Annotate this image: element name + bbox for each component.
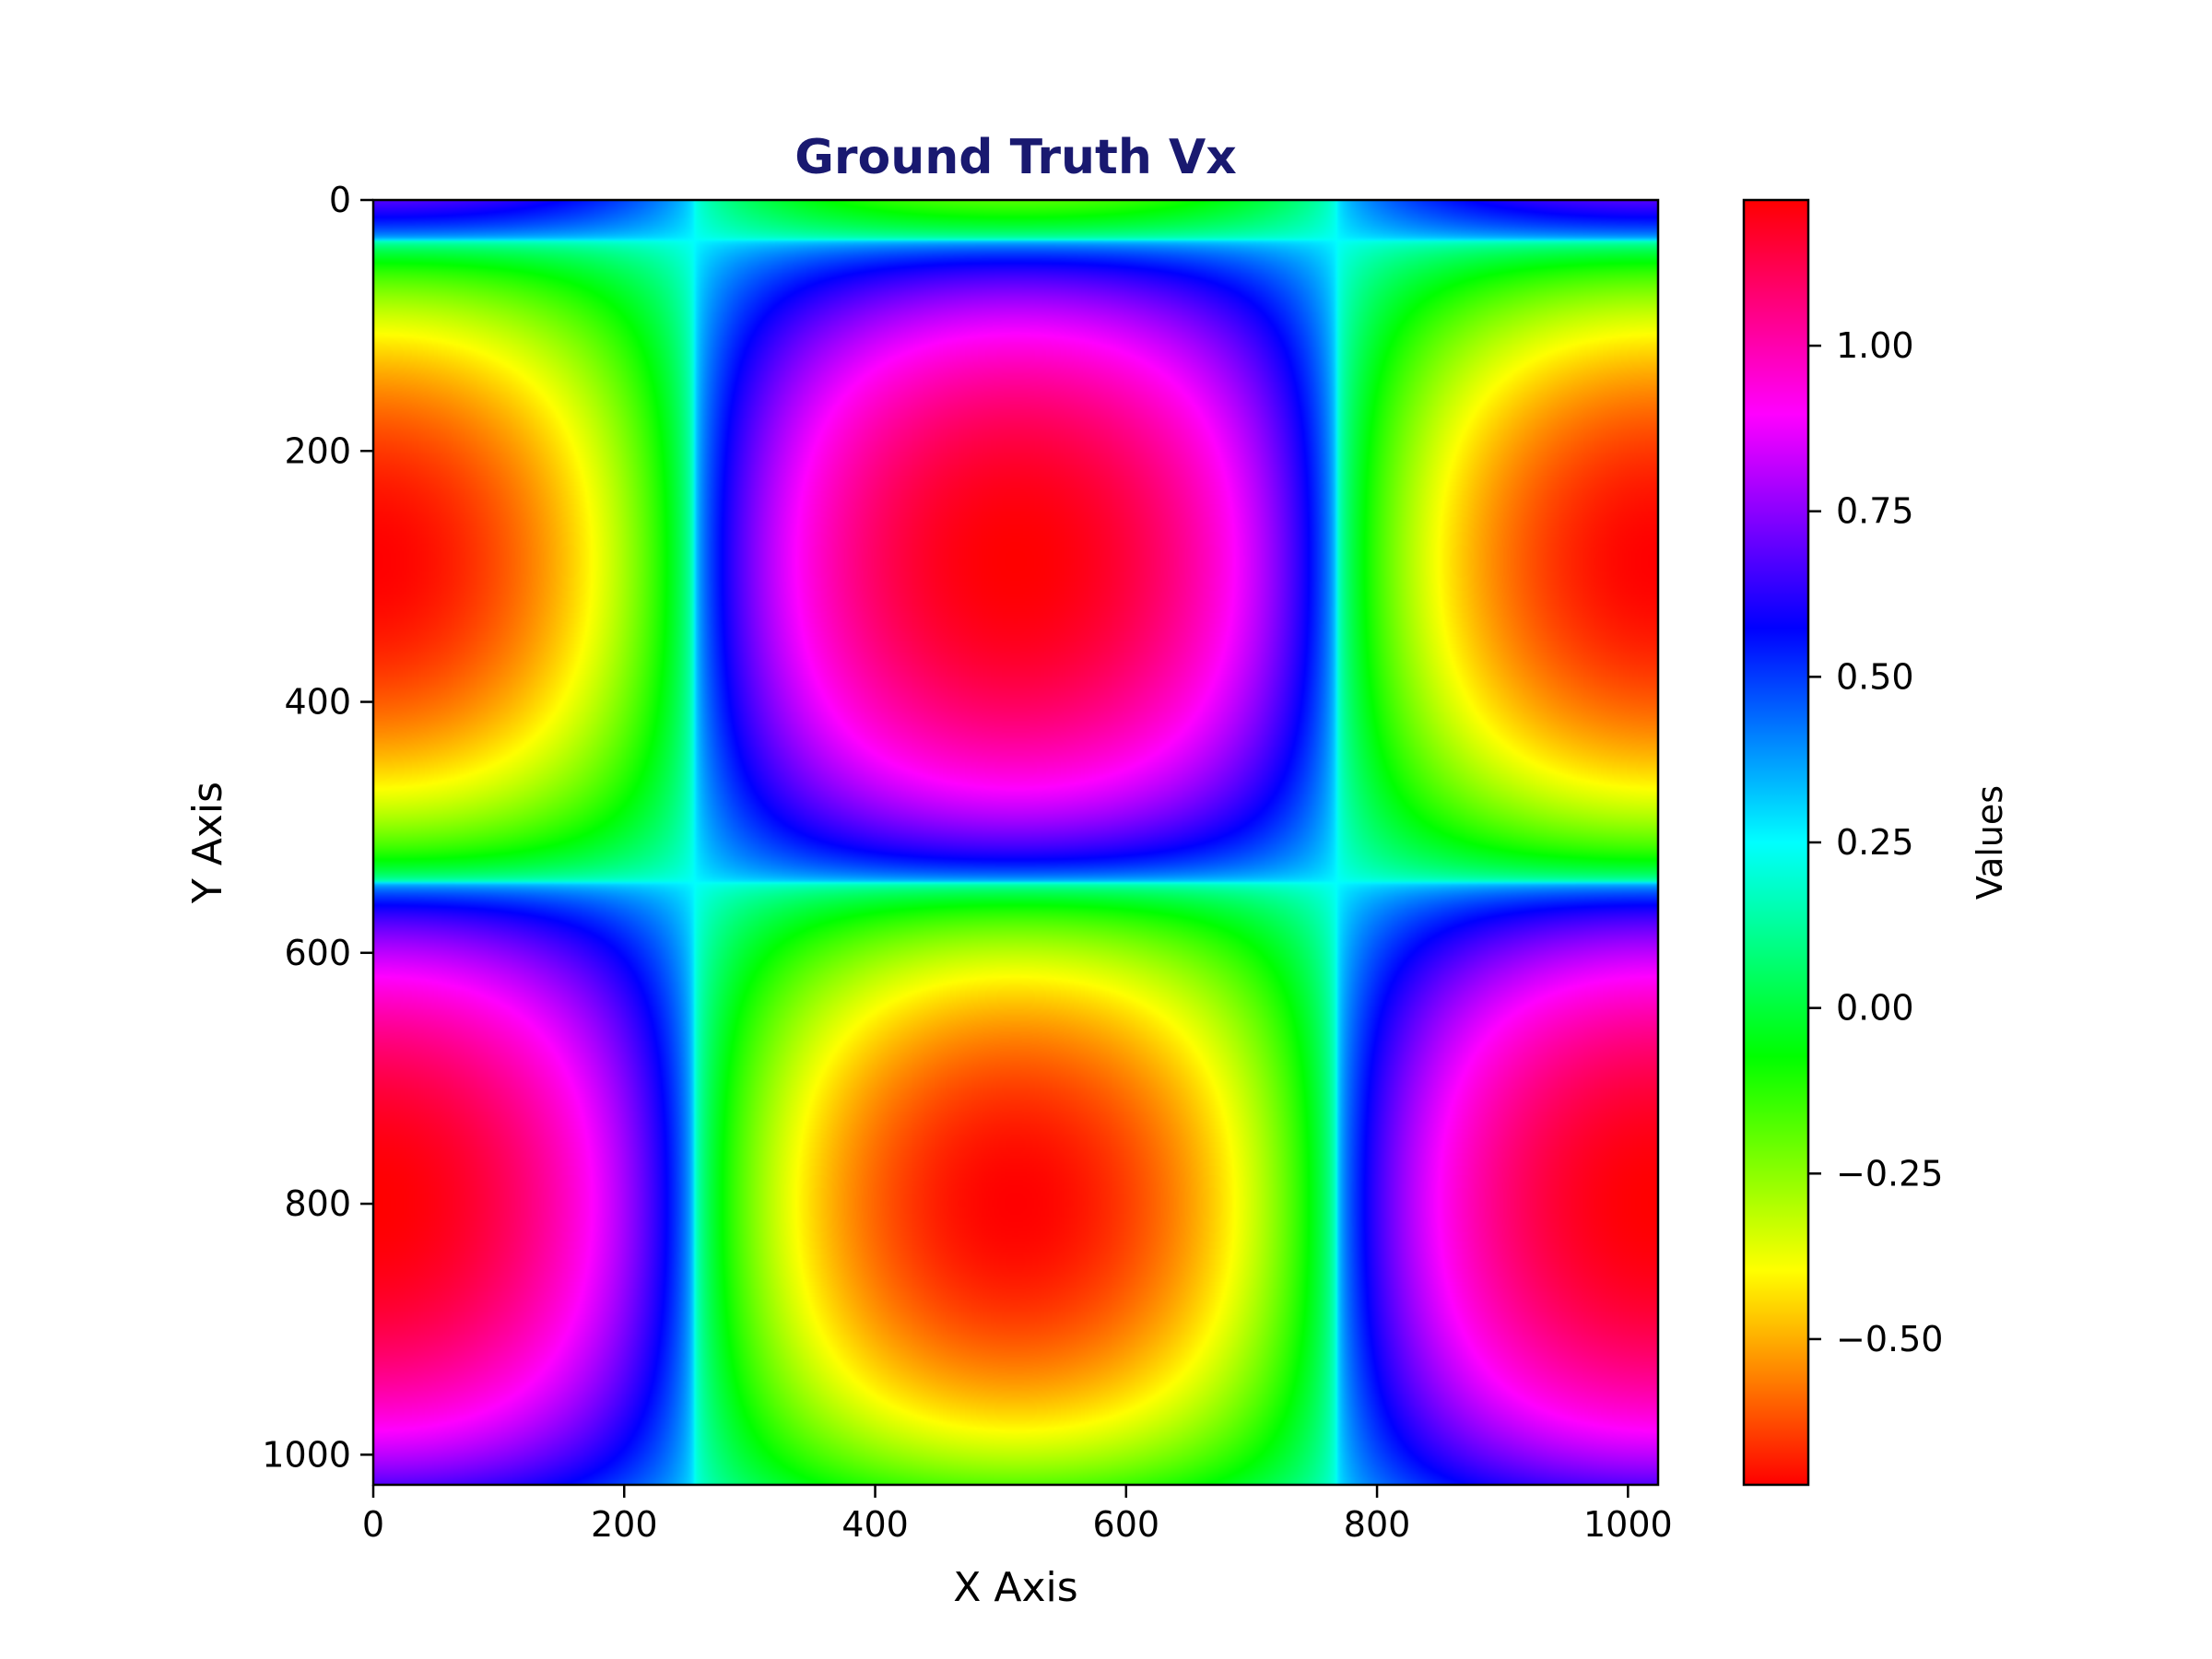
colorbar-tick-label: 0.00 bbox=[1836, 988, 1914, 1029]
x-tick-label: 800 bbox=[1344, 1504, 1411, 1545]
x-tick-label: 400 bbox=[841, 1504, 909, 1545]
chart-title: Ground Truth Vx bbox=[794, 130, 1237, 185]
heatmap-plot-area bbox=[373, 200, 1658, 1485]
y-tick-label: 800 bbox=[284, 1183, 351, 1224]
y-axis-label: Y Axis bbox=[184, 782, 231, 904]
colorbar-tick-label: 1.00 bbox=[1836, 325, 1914, 366]
colorbar-tick-label: 0.50 bbox=[1836, 656, 1914, 697]
y-tick-label: 400 bbox=[284, 682, 351, 723]
colorbar-tick-label: −0.50 bbox=[1836, 1319, 1943, 1359]
colorbar-label: Values bbox=[1970, 785, 2010, 900]
x-tick-label: 200 bbox=[591, 1504, 658, 1545]
plot-frame bbox=[371, 198, 1660, 1487]
x-tick-label: 0 bbox=[362, 1504, 384, 1545]
x-axis-label: X Axis bbox=[953, 1564, 1077, 1611]
x-tick-label: 600 bbox=[1093, 1504, 1160, 1545]
y-tick-label: 600 bbox=[284, 933, 351, 973]
colorbar-ticks: 1.00 0.75 0.50 0.25 0.00 −0.25 −0.50 bbox=[1808, 325, 1943, 1359]
y-axis-ticks: 0 200 400 600 800 1000 bbox=[262, 180, 373, 1475]
y-tick-label: 0 bbox=[329, 180, 351, 220]
colorbar-tick-label: −0.25 bbox=[1836, 1153, 1943, 1194]
x-tick-label: 1000 bbox=[1583, 1504, 1673, 1545]
x-axis-ticks: 0 200 400 600 800 1000 bbox=[362, 1485, 1673, 1545]
colorbar-tick-label: 0.75 bbox=[1836, 491, 1914, 532]
colorbar bbox=[1744, 200, 1808, 1485]
y-tick-label: 1000 bbox=[262, 1434, 351, 1475]
colorbar-tick-label: 0.25 bbox=[1836, 822, 1914, 863]
y-tick-label: 200 bbox=[284, 430, 351, 471]
